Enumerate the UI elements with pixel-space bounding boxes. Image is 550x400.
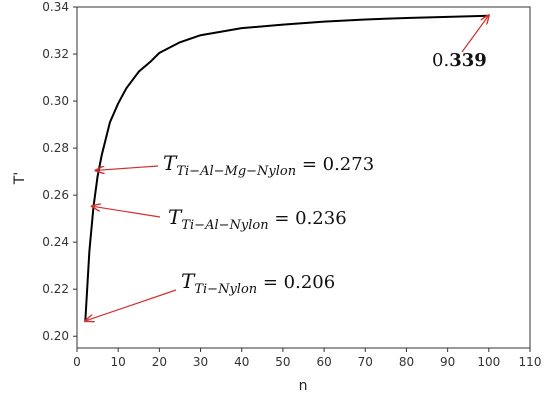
x-tick-label: 70 (358, 355, 373, 369)
x-tick-label: 90 (440, 355, 455, 369)
annotation-label: TTi−Al−Mg−Nylon = 0.273 (163, 151, 374, 179)
annotation-label: TTi−Nylon = 0.206 (181, 269, 335, 297)
x-tick-label: 100 (477, 355, 500, 369)
annotation-value: 0. (432, 50, 449, 71)
annotation-subscript: Ti−Al−Mg−Nylon (176, 164, 296, 179)
y-tick-label: 0.30 (42, 94, 69, 108)
annotation-subscript: Ti−Al−Nylon (181, 218, 268, 233)
y-tick-label: 0.26 (42, 188, 69, 202)
annotation-value: = 0.273 (296, 154, 374, 175)
y-tick-label: 0.24 (42, 235, 69, 249)
x-axis-ticks: 0 10 20 30 40 50 60 70 80 90 100 110 (73, 348, 541, 369)
annotation-ti-nylon: TTi−Nylon = 0.206 (85, 269, 335, 321)
annotation-arrow (92, 206, 161, 218)
y-tick-label: 0.28 (42, 141, 69, 155)
y-tick-label: 0.22 (42, 282, 69, 296)
x-axis-label: n (299, 378, 308, 394)
annotation-label: 0.339 (432, 50, 487, 71)
annotation-ti-al-mg-nylon: TTi−Al−Mg−Nylon = 0.273 (96, 151, 374, 179)
x-tick-label: 10 (111, 355, 126, 369)
x-tick-label: 80 (399, 355, 414, 369)
annotation-value: = 0.206 (257, 272, 335, 293)
x-tick-label: 50 (275, 355, 290, 369)
y-tick-label: 0.34 (42, 0, 69, 14)
annotation-value-bold: 339 (449, 50, 487, 71)
annotation-final-value: 0.339 (432, 15, 489, 71)
annotation-value: = 0.236 (269, 208, 347, 229)
x-tick-label: 110 (519, 355, 542, 369)
annotation-label: TTi−Al−Nylon = 0.236 (168, 205, 347, 233)
y-tick-label: 0.20 (42, 329, 69, 343)
x-tick-label: 0 (73, 355, 81, 369)
y-axis-label: T' (12, 172, 28, 185)
annotation-symbol: T (181, 269, 196, 293)
annotation-arrow (85, 289, 177, 321)
x-tick-label: 40 (234, 355, 249, 369)
annotation-arrow (96, 165, 159, 170)
y-tick-label: 0.32 (42, 47, 69, 61)
annotation-ti-al-nylon: TTi−Al−Nylon = 0.236 (92, 205, 347, 233)
x-tick-label: 30 (193, 355, 208, 369)
x-tick-label: 60 (316, 355, 331, 369)
annotation-symbol: T (168, 205, 183, 229)
annotation-symbol: T (163, 151, 178, 175)
annotation-arrow (461, 15, 489, 53)
annotation-subscript: Ti−Nylon (194, 282, 257, 297)
y-axis-ticks: 0.20 0.22 0.24 0.26 0.28 0.30 0.32 0.34 (42, 0, 77, 343)
plot-frame (76, 6, 531, 349)
x-tick-label: 20 (152, 355, 167, 369)
